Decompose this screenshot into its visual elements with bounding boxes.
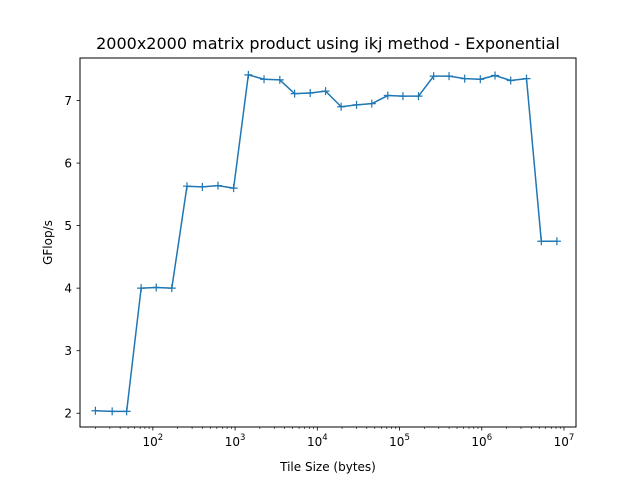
- x-tick-label: 105: [389, 433, 410, 449]
- data-point: [522, 74, 531, 83]
- data-point: [398, 92, 407, 101]
- series-line: [95, 74, 557, 413]
- data-point: [244, 70, 253, 79]
- data-point: [537, 237, 546, 246]
- y-tick-label: 3: [64, 344, 72, 358]
- x-tick-label: 107: [554, 433, 575, 449]
- data-point: [506, 76, 515, 85]
- data-point: [198, 182, 207, 191]
- x-tick-label: 104: [307, 433, 328, 449]
- y-tick-label: 6: [64, 157, 72, 171]
- data-point: [260, 75, 269, 84]
- data-point: [429, 72, 438, 81]
- data-point: [306, 89, 315, 98]
- chart-title: 2000x2000 matrix product using ikj metho…: [96, 34, 560, 53]
- y-tick-label: 5: [64, 219, 72, 233]
- data-point: [367, 99, 376, 108]
- data-point: [352, 100, 361, 109]
- data-point: [152, 283, 161, 292]
- data-point: [383, 91, 392, 100]
- data-point: [214, 181, 223, 190]
- data-point: [275, 75, 284, 84]
- y-axis-label: GFlop/s: [41, 220, 55, 265]
- x-axis: 102 103 104 105 106 107: [95, 427, 574, 449]
- y-tick-label: 7: [64, 94, 72, 108]
- data-point: [414, 92, 423, 101]
- data-point: [229, 184, 238, 193]
- y-axis: 2 3 4 5 6 7: [64, 94, 80, 421]
- data-point: [122, 407, 131, 416]
- data-point: [445, 72, 454, 81]
- data-point: [337, 102, 346, 111]
- data-point: [91, 406, 100, 415]
- x-tick-label: 106: [471, 433, 492, 449]
- data-point: [460, 74, 469, 83]
- data-point: [137, 284, 146, 293]
- plot-frame: [79, 57, 577, 428]
- data-point: [552, 237, 561, 246]
- x-tick-label: 102: [143, 433, 164, 449]
- x-tick-label: 103: [225, 433, 246, 449]
- y-tick-label: 4: [64, 282, 72, 296]
- data-point: [476, 75, 485, 84]
- data-point: [182, 182, 191, 191]
- data-point: [321, 87, 330, 96]
- data-point: [290, 89, 299, 98]
- x-axis-label: Tile Size (bytes): [279, 460, 376, 474]
- plot-area: [91, 70, 561, 416]
- data-point: [167, 284, 176, 293]
- data-point: [108, 407, 117, 416]
- data-point: [491, 71, 500, 80]
- y-tick-label: 2: [64, 407, 72, 421]
